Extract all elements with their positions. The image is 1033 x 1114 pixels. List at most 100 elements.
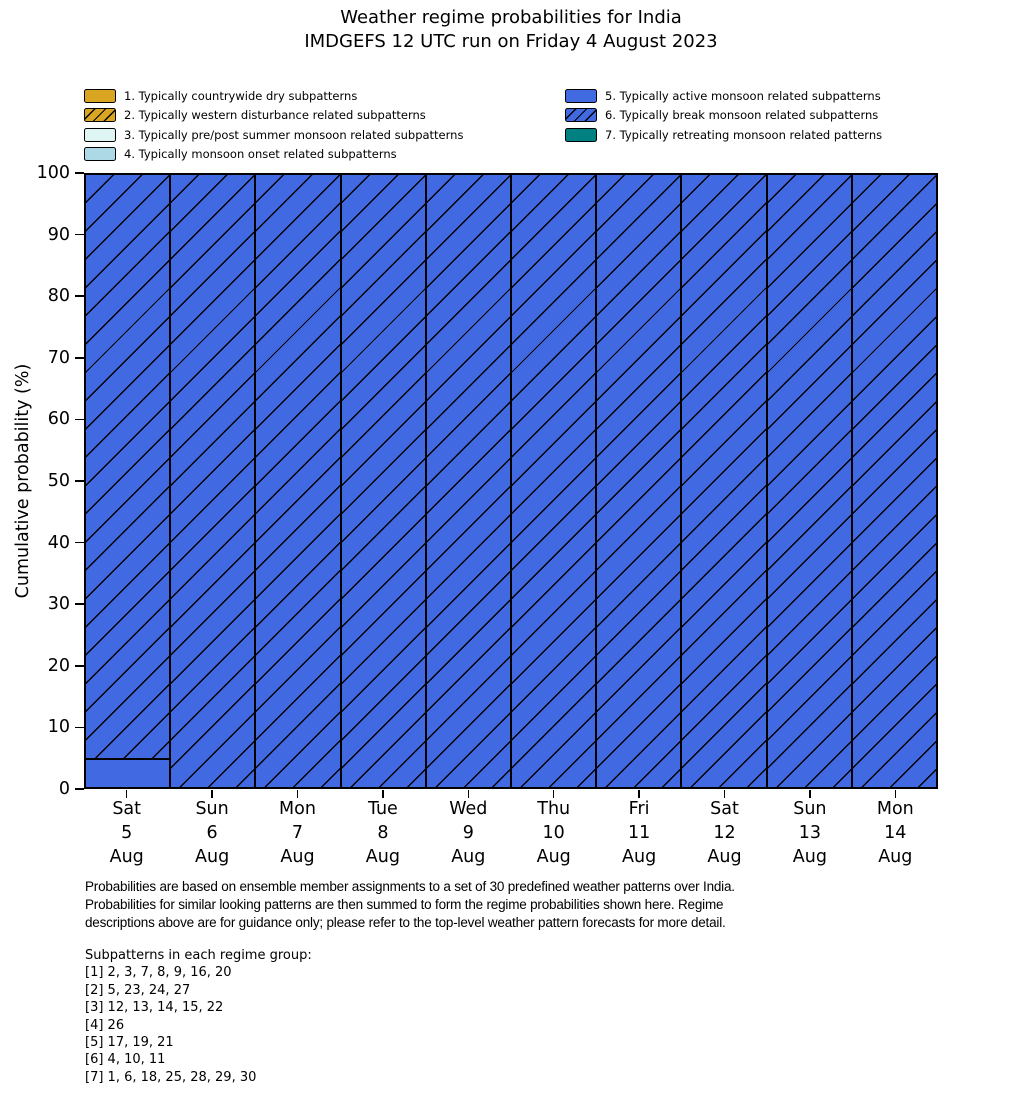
bar-sat-12-aug bbox=[681, 174, 767, 788]
chart-title: Weather regime probabilities for India bbox=[340, 7, 682, 28]
y-tick-mark bbox=[75, 233, 84, 236]
plot-area bbox=[84, 173, 938, 789]
x-tick-text: 13 bbox=[798, 823, 822, 843]
x-tick-text: Wed bbox=[449, 799, 488, 819]
bar-tue-8-aug bbox=[340, 174, 426, 788]
subpatterns-line: [7] 1, 6, 18, 25, 28, 29, 30 bbox=[85, 1069, 257, 1085]
x-tick-text: Sat bbox=[710, 799, 739, 819]
y-tick-mark bbox=[75, 788, 84, 790]
y-tick-label: 30 bbox=[47, 594, 70, 615]
x-tick-text: Aug bbox=[451, 847, 486, 867]
y-tick-label: 50 bbox=[47, 471, 70, 491]
x-tick-text: 14 bbox=[884, 823, 907, 843]
y-tick-mark bbox=[75, 541, 84, 544]
legend-label: 5. Typically active monsoon related subp… bbox=[605, 88, 881, 103]
x-tick-label: Tue 8 Aug bbox=[340, 797, 426, 869]
x-tick-mark bbox=[125, 790, 128, 798]
legend-swatch bbox=[84, 108, 116, 123]
bar-fri-11-aug bbox=[596, 174, 682, 788]
y-tick-label: 80 bbox=[47, 286, 70, 307]
legend-swatch bbox=[84, 88, 116, 103]
x-tick-text: 5 bbox=[121, 823, 133, 843]
bar-segment bbox=[340, 174, 426, 788]
bar-segment bbox=[85, 174, 171, 759]
x-tick-text: Sun bbox=[793, 799, 827, 819]
x-tick-label: Mon 7 Aug bbox=[255, 797, 341, 869]
x-tick-text: Aug bbox=[792, 847, 827, 867]
x-tick-text: 7 bbox=[291, 823, 304, 843]
y-tick-mark bbox=[75, 726, 84, 729]
bar-segment bbox=[766, 174, 852, 788]
bar-thu-10-aug bbox=[511, 174, 597, 788]
footnote-line: descriptions above are for guidance only… bbox=[85, 915, 726, 931]
footnote-line: Probabilities are based on ensemble memb… bbox=[85, 879, 735, 894]
bar-mon-14-aug bbox=[851, 174, 937, 788]
x-tick-label: Thu 10 Aug bbox=[511, 797, 597, 869]
x-tick-mark bbox=[467, 790, 470, 798]
subpatterns-line: [4] 26 bbox=[85, 1017, 125, 1033]
y-tick-label: 40 bbox=[47, 532, 70, 553]
legend-item: 4. Typically monsoon onset related subpa… bbox=[84, 145, 463, 165]
y-tick-mark bbox=[75, 603, 84, 605]
y-tick-mark bbox=[75, 480, 84, 482]
y-tick-label: 60 bbox=[47, 409, 70, 430]
x-tick-mark bbox=[382, 790, 384, 798]
x-tick-mark bbox=[211, 790, 213, 798]
x-tick-text: Fri bbox=[628, 799, 650, 819]
x-tick-text: Mon bbox=[876, 799, 914, 819]
legend-column-left: 1. Typically countrywide dry subpatterns… bbox=[84, 86, 463, 164]
subpatterns-list: Subpatterns in each regime group: [1] 2,… bbox=[85, 947, 312, 1086]
x-tick-text: 10 bbox=[542, 823, 565, 843]
subpatterns-line: [3] 12, 13, 14, 15, 22 bbox=[85, 1000, 224, 1016]
x-tick-label: Fri 11 Aug bbox=[596, 797, 682, 869]
legend-item: 6. Typically break monsoon related subpa… bbox=[565, 106, 882, 126]
bar-sun-6-aug bbox=[170, 174, 256, 788]
x-tick-text: Mon bbox=[279, 799, 316, 819]
legend-swatch bbox=[84, 127, 116, 142]
bar-segment bbox=[170, 174, 256, 788]
bar-sat-5-aug bbox=[85, 174, 171, 788]
x-tick-text: Tue bbox=[367, 799, 398, 819]
legend-item: 2. Typically western disturbance related… bbox=[84, 106, 463, 126]
legend-swatch bbox=[565, 88, 597, 103]
bar-mon-7-aug bbox=[255, 174, 341, 788]
bar-segment bbox=[851, 174, 937, 788]
legend-label: 2. Typically western disturbance related… bbox=[124, 108, 426, 123]
x-tick-label: Sun 6 Aug bbox=[169, 797, 255, 869]
y-tick-label: 10 bbox=[47, 717, 70, 738]
legend-item: 1. Typically countrywide dry subpatterns bbox=[84, 86, 463, 106]
x-tick-text: 11 bbox=[627, 823, 651, 843]
bar-segment bbox=[85, 758, 171, 788]
subpatterns-line: [6] 4, 10, 11 bbox=[85, 1052, 166, 1068]
legend-label: 4. Typically monsoon onset related subpa… bbox=[124, 147, 397, 162]
y-tick-label: 20 bbox=[47, 655, 70, 676]
y-tick-label: 100 bbox=[36, 163, 70, 183]
y-tick-mark bbox=[75, 418, 84, 421]
x-tick-text: 12 bbox=[713, 823, 736, 843]
bar-sun-13-aug bbox=[766, 174, 852, 788]
x-tick-text: Sun bbox=[195, 799, 229, 819]
subpatterns-line: [5] 17, 19, 21 bbox=[85, 1035, 174, 1051]
y-tick-mark bbox=[75, 172, 84, 174]
bar-segment bbox=[596, 174, 682, 788]
x-tick-text: Aug bbox=[622, 847, 657, 867]
x-tick-text: Aug bbox=[878, 847, 913, 867]
y-tick-mark bbox=[75, 295, 84, 297]
bar-segment bbox=[255, 174, 341, 788]
legend-label: 7. Typically retreating monsoon related … bbox=[605, 127, 883, 142]
title-block: Weather regime probabilities for India I… bbox=[84, 6, 938, 53]
x-tick-mark bbox=[723, 790, 726, 798]
x-tick-mark bbox=[552, 790, 555, 798]
x-tick-text: Aug bbox=[195, 847, 230, 867]
footnote: Probabilities are based on ensemble memb… bbox=[85, 878, 735, 933]
footnote-line: Probabilities for similar looking patter… bbox=[85, 897, 724, 913]
legend-swatch bbox=[565, 108, 597, 123]
y-tick-label: 90 bbox=[47, 224, 70, 245]
x-tick-mark bbox=[809, 790, 811, 798]
legend-column-right: 5. Typically active monsoon related subp… bbox=[565, 86, 882, 145]
legend-label: 1. Typically countrywide dry subpatterns bbox=[124, 88, 358, 103]
bar-wed-9-aug bbox=[425, 174, 511, 788]
bar-segment bbox=[425, 174, 511, 788]
legend-item: 7. Typically retreating monsoon related … bbox=[565, 125, 882, 145]
